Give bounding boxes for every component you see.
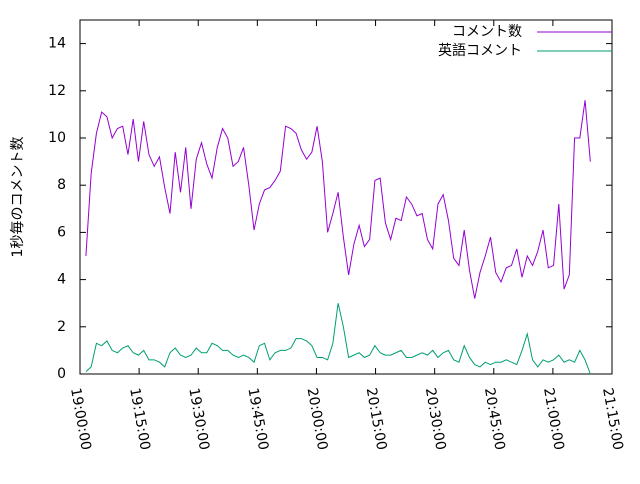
y-tick-label: 10: [48, 130, 66, 146]
x-tick-label: 20:00:00: [304, 387, 331, 452]
y-tick-label: 6: [57, 224, 66, 240]
x-tick-label: 21:00:00: [540, 387, 567, 452]
y-tick-label: 14: [48, 36, 66, 52]
legend-label: 英語コメント: [438, 42, 522, 59]
series-line: [85, 303, 591, 375]
y-tick-label: 0: [57, 366, 66, 382]
x-tick-label: 19:15:00: [126, 387, 153, 452]
x-tick-label: 19:45:00: [244, 387, 271, 452]
x-tick-label: 20:15:00: [363, 387, 390, 452]
plot-frame: [79, 19, 613, 375]
x-tick-label: 21:15:00: [599, 387, 626, 452]
x-tick-label: 19:30:00: [185, 387, 212, 452]
y-tick-label: 2: [57, 319, 66, 335]
x-tick-label: 20:45:00: [481, 387, 508, 452]
y-tick-label: 8: [57, 177, 66, 193]
legend-label: コメント数: [452, 24, 522, 40]
series-line: [85, 100, 591, 299]
y-axis-label: 1秒毎のコメント数: [10, 137, 26, 258]
y-tick-label: 12: [48, 83, 66, 99]
y-tick-label: 4: [57, 272, 66, 288]
x-tick-label: 20:30:00: [422, 387, 449, 452]
x-tick-label: 19:00:00: [67, 387, 94, 452]
